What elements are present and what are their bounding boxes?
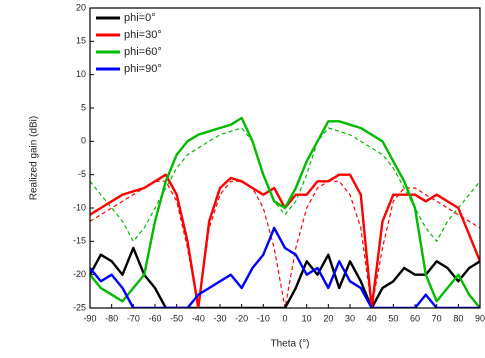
- x-tick-label: -10: [257, 313, 270, 323]
- x-tick-label: 90: [475, 313, 485, 323]
- plot-lines: [90, 116, 480, 308]
- x-tick-label: 0: [282, 313, 287, 323]
- x-axis-title: Theta (°): [270, 339, 309, 350]
- dashed-line: [90, 127, 480, 242]
- x-tick-label: 10: [302, 313, 312, 323]
- y-tick-label: 15: [76, 36, 86, 46]
- y-tick-label: 10: [76, 69, 86, 79]
- x-tick-label: -90: [83, 313, 96, 323]
- y-tick-label: -10: [73, 202, 86, 212]
- y-tick-label: -5: [78, 169, 86, 179]
- dashed-line: [90, 180, 480, 308]
- y-axis-title: Realized gain (dBi): [29, 116, 40, 201]
- x-tick-label: 40: [367, 313, 377, 323]
- y-tick-label: 5: [81, 102, 86, 112]
- plot-area: [90, 8, 480, 308]
- x-tick-label: 70: [432, 313, 442, 323]
- x-tick-label: -20: [235, 313, 248, 323]
- y-tick-label: 0: [81, 136, 86, 146]
- y-tick-label: -25: [73, 302, 86, 312]
- y-tick-label: -20: [73, 269, 86, 279]
- x-tick-label: -80: [105, 313, 118, 323]
- y-tick-label: -15: [73, 236, 86, 246]
- legend-text: phi=0°: [124, 12, 156, 24]
- x-tick-label: 30: [345, 313, 355, 323]
- x-tick-label: -60: [148, 313, 161, 323]
- x-tick-label: 50: [388, 313, 398, 323]
- x-tick-label: -30: [213, 313, 226, 323]
- series-line: [90, 246, 480, 308]
- x-tick-label: 20: [323, 313, 333, 323]
- x-tick-label: 80: [453, 313, 463, 323]
- y-tick-label: 20: [76, 2, 86, 12]
- legend-text: phi=90°: [124, 63, 162, 75]
- series-line: [90, 116, 480, 308]
- plot-frame: [89, 7, 481, 309]
- legend-text: phi=30°: [124, 29, 162, 41]
- x-tick-label: -40: [192, 313, 205, 323]
- legend-text: phi=60°: [124, 46, 162, 58]
- x-tick-label: -50: [170, 313, 183, 323]
- x-tick-label: -70: [127, 313, 140, 323]
- x-tick-label: 60: [410, 313, 420, 323]
- series-line: [90, 226, 480, 308]
